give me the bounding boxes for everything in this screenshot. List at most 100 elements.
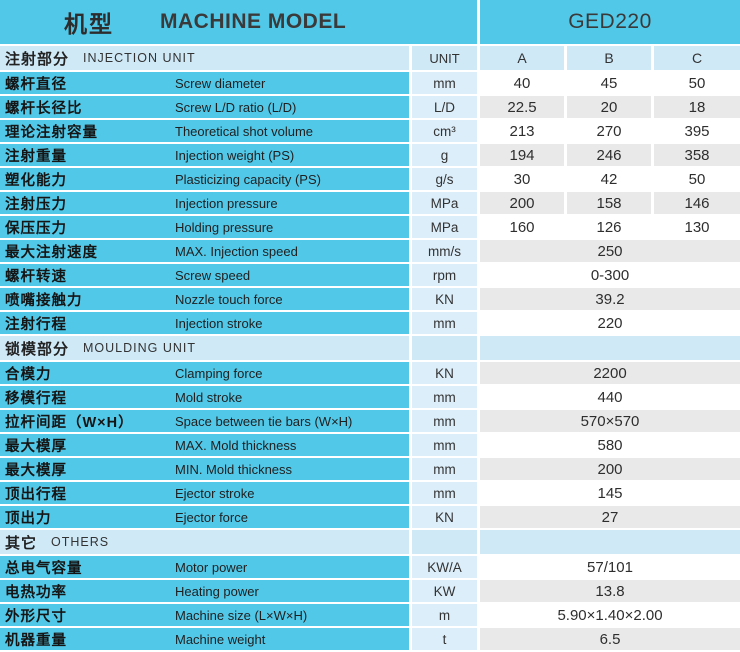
row-label-cn: 螺杆长径比: [5, 100, 83, 117]
row-label-en: Nozzle touch force: [175, 291, 283, 307]
row-label: 总电气容量 Motor power: [0, 556, 409, 578]
row-value: 6.5: [480, 628, 740, 650]
table-row: 外形尺寸 Machine size (L×W×H) m 5.90×1.40×2.00: [0, 604, 740, 626]
row-label-cn: 顶出行程: [5, 486, 67, 503]
section-title-en: INJECTION UNIT: [83, 51, 196, 65]
row-label-en: Heating power: [175, 583, 259, 599]
section-title-cn: 锁模部分: [5, 340, 70, 358]
row-unit: mm: [412, 458, 477, 480]
row-label-en: Motor power: [175, 559, 248, 575]
row-label-cn: 总电气容量: [5, 560, 83, 577]
row-label-cn: 最大模厚: [5, 462, 67, 479]
row-value: 40: [480, 72, 564, 94]
row-value: 5.90×1.40×2.00: [480, 604, 740, 626]
table-row: 保压压力 Holding pressure MPa 160 126 130: [0, 216, 740, 238]
table-row: 机器重量 Machine weight t 6.5: [0, 628, 740, 650]
table-row: 最大注射速度 MAX. Injection speed mm/s 250: [0, 240, 740, 262]
row-label: 顶出行程 Ejector stroke: [0, 482, 409, 504]
row-value: 200: [480, 458, 740, 480]
machine-model-header: 机型 MACHINE MODEL: [0, 0, 477, 44]
row-unit: KN: [412, 506, 477, 528]
variant-column-header: B: [567, 46, 651, 70]
row-unit: KW/A: [412, 556, 477, 578]
section-title-cn: 其它: [5, 534, 38, 552]
row-value: 440: [480, 386, 740, 408]
row-unit: KN: [412, 362, 477, 384]
table-row: 总电气容量 Motor power KW/A 57/101: [0, 556, 740, 578]
row-label-cn: 螺杆直径: [5, 76, 67, 93]
table-row: 电热功率 Heating power KW 13.8: [0, 580, 740, 602]
row-unit: m: [412, 604, 477, 626]
row-unit: MPa: [412, 192, 477, 214]
row-label-cn: 顶出力: [5, 510, 52, 527]
table-row: 最大模厚 MIN. Mold thickness mm 200: [0, 458, 740, 480]
row-label: 移模行程 Mold stroke: [0, 386, 409, 408]
row-label: 注射重量 Injection weight (PS): [0, 144, 409, 166]
row-label-en: Clamping force: [175, 365, 263, 381]
section-row-filler: [480, 336, 740, 360]
table-row: 注射压力 Injection pressure MPa 200 158 146: [0, 192, 740, 214]
model-number: GED220: [568, 10, 652, 33]
row-unit: L/D: [412, 96, 477, 118]
row-value: 27: [480, 506, 740, 528]
table-row: 理论注射容量 Theoretical shot volume cm³ 213 270 39…: [0, 120, 740, 142]
row-value: 22.5: [480, 96, 564, 118]
row-label-cn: 螺杆转速: [5, 268, 67, 285]
row-label-cn: 最大模厚: [5, 438, 67, 455]
row-label-en: Ejector force: [175, 509, 248, 525]
row-value: 126: [567, 216, 651, 238]
row-label-cn: 电热功率: [5, 584, 67, 601]
row-label-en: Ejector stroke: [175, 485, 255, 501]
row-label: 拉杆间距（W×H） Space between tie bars (W×H): [0, 410, 409, 432]
row-label-en: Injection stroke: [175, 315, 263, 331]
row-label-en: Screw speed: [175, 267, 251, 283]
row-value: 57/101: [480, 556, 740, 578]
table-row: 移模行程 Mold stroke mm 440: [0, 386, 740, 408]
model-number-header: GED220: [480, 0, 740, 44]
row-label-en: Machine size (L×W×H): [175, 607, 308, 623]
row-value: 270: [567, 120, 651, 142]
row-label: 外形尺寸 Machine size (L×W×H): [0, 604, 409, 626]
row-unit: mm: [412, 410, 477, 432]
row-label: 理论注射容量 Theoretical shot volume: [0, 120, 409, 142]
row-label-en: Injection pressure: [175, 195, 278, 211]
row-label-cn: 注射压力: [5, 196, 67, 213]
table-row: 螺杆直径 Screw diameter mm 40 45 50: [0, 72, 740, 94]
row-value: 13.8: [480, 580, 740, 602]
machine-model-title-cn: 机型: [64, 11, 114, 37]
section-title: 注射部分 INJECTION UNIT: [0, 46, 409, 70]
table-header: 机型 MACHINE MODEL GED220: [0, 0, 740, 44]
row-value: 200: [480, 192, 564, 214]
row-label: 塑化能力 Plasticizing capacity (PS): [0, 168, 409, 190]
row-value: 50: [654, 72, 740, 94]
table-row: 合模力 Clamping force KN 2200: [0, 362, 740, 384]
row-value: 358: [654, 144, 740, 166]
table-row: 最大模厚 MAX. Mold thickness mm 580: [0, 434, 740, 456]
row-label: 顶出力 Ejector force: [0, 506, 409, 528]
table-row: 喷嘴接触力 Nozzle touch force KN 39.2: [0, 288, 740, 310]
row-label: 最大注射速度 MAX. Injection speed: [0, 240, 409, 262]
row-unit: mm: [412, 386, 477, 408]
row-label-en: MIN. Mold thickness: [175, 461, 293, 477]
row-label-cn: 移模行程: [5, 390, 67, 407]
row-label: 螺杆长径比 Screw L/D ratio (L/D): [0, 96, 409, 118]
row-label-en: Machine weight: [175, 631, 266, 647]
row-label-en: Injection weight (PS): [175, 147, 295, 163]
row-label: 保压压力 Holding pressure: [0, 216, 409, 238]
row-label-en: Screw diameter: [175, 75, 266, 91]
row-value: 194: [480, 144, 564, 166]
row-value: 42: [567, 168, 651, 190]
row-label-cn: 保压压力: [5, 220, 67, 237]
row-value: 45: [567, 72, 651, 94]
table-row: 顶出力 Ejector force KN 27: [0, 506, 740, 528]
section-row: 注射部分 INJECTION UNIT UNIT A B C: [0, 46, 740, 70]
row-value: 220: [480, 312, 740, 334]
table-row: 注射行程 Injection stroke mm 220: [0, 312, 740, 334]
row-value: 50: [654, 168, 740, 190]
row-unit: mm: [412, 482, 477, 504]
section-row-filler: [480, 530, 740, 554]
unit-column-header: UNIT: [412, 46, 477, 70]
row-label-en: Mold stroke: [175, 389, 243, 405]
row-label-cn: 理论注射容量: [5, 124, 98, 141]
